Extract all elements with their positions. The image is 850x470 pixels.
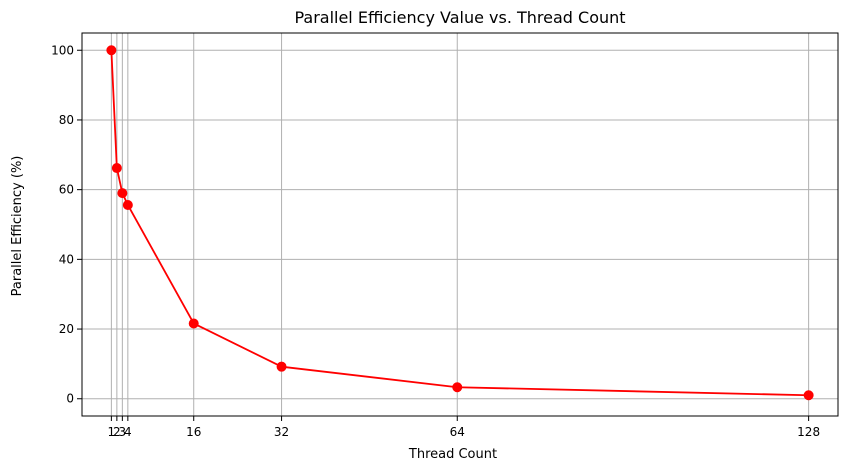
y-axis-label: Parallel Efficiency (%) (10, 156, 25, 297)
y-tick-label: 40 (59, 252, 74, 266)
data-point (106, 45, 117, 56)
x-tick-label: 3 (119, 425, 127, 439)
x-tick-label: 16 (186, 425, 201, 439)
y-tick-label: 60 (59, 183, 74, 197)
y-tick-label: 0 (66, 392, 74, 406)
plot-area (82, 33, 838, 416)
grid-layer (82, 33, 838, 416)
x-tick-label: 2 (113, 425, 121, 439)
data-point (276, 361, 287, 372)
data-point (117, 188, 128, 199)
label-layer: Parallel Efficiency Value vs. Thread Cou… (10, 8, 626, 462)
data-point (111, 163, 122, 174)
data-point (452, 382, 463, 393)
x-tick-label: 4 (124, 425, 132, 439)
x-tick-label: 1 (108, 425, 116, 439)
data-point (188, 318, 199, 329)
y-tick-label: 20 (59, 322, 74, 336)
data-point (803, 390, 814, 401)
x-axis-label: Thread Count (408, 447, 497, 462)
chart-title: Parallel Efficiency Value vs. Thread Cou… (294, 8, 625, 27)
series-layer (106, 45, 814, 401)
y-tick-label: 80 (59, 113, 74, 127)
x-tick-label: 64 (450, 425, 465, 439)
x-tick-label: 128 (797, 425, 820, 439)
x-tick-label: 32 (274, 425, 289, 439)
y-tick-label: 100 (51, 43, 74, 57)
data-point (122, 199, 133, 210)
plot-frame (81, 32, 839, 417)
